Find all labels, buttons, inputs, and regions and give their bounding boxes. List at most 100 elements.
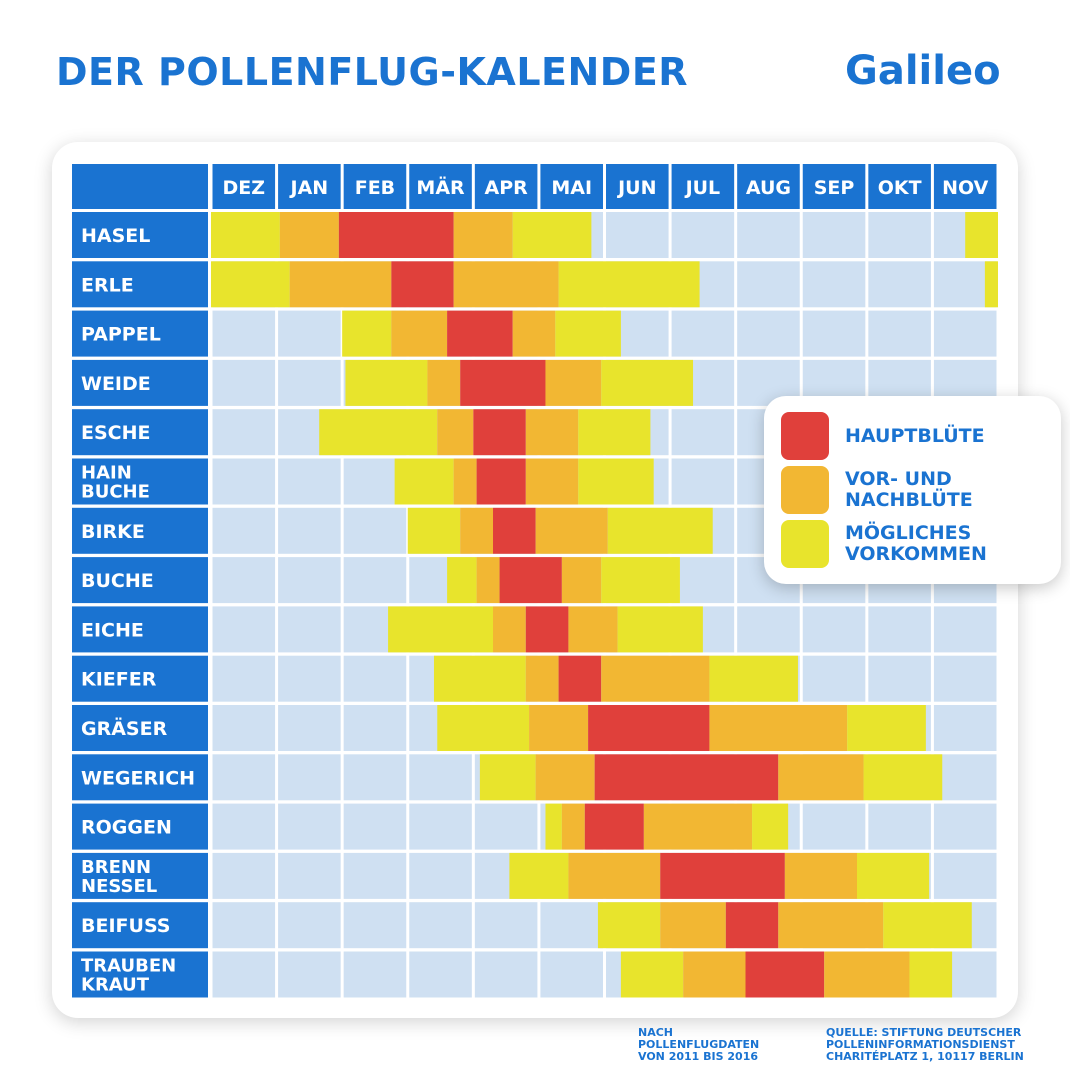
- bloom-segment-vor-nachbluete: [824, 951, 910, 998]
- bloom-segment-hauptbluete: [476, 458, 526, 505]
- bloom-segment-hauptbluete: [588, 705, 710, 751]
- grid-cell: [278, 705, 341, 751]
- month-label: APR: [484, 177, 528, 199]
- grid-cell: [868, 212, 931, 258]
- plant-label-cell: [72, 705, 208, 751]
- grid-cell: [343, 803, 407, 850]
- bloom-segment-vor-nachbluete: [784, 852, 857, 899]
- grid-cell: [409, 754, 472, 801]
- grid-cell: [868, 261, 931, 308]
- bloom-segment-moegliches-vorkommen: [407, 507, 461, 554]
- grid-cell: [737, 310, 800, 357]
- grid-cell: [409, 803, 472, 850]
- plant-label: BRENN: [81, 857, 151, 878]
- grid-cell: [933, 803, 997, 850]
- bloom-segment-vor-nachbluete: [453, 261, 559, 308]
- grid-cell: [212, 754, 276, 801]
- grid-cell: [343, 507, 407, 554]
- bloom-segment-moegliches-vorkommen: [211, 261, 290, 308]
- grid-cell: [474, 951, 538, 998]
- grid-cell: [343, 655, 407, 702]
- data-period-note: NACH POLLENFLUGDATEN VON 2011 BIS 2016: [638, 1026, 760, 1063]
- bloom-segment-moegliches-vorkommen: [558, 261, 700, 308]
- grid-cell: [933, 310, 997, 357]
- grid-cell: [671, 212, 735, 258]
- bloom-segment-moegliches-vorkommen: [597, 902, 661, 949]
- bloom-segment-moegliches-vorkommen: [447, 557, 477, 604]
- month-header-cell: [933, 164, 997, 209]
- bloom-segment-moegliches-vorkommen: [601, 359, 694, 406]
- month-label: MAI: [551, 177, 592, 199]
- bloom-segment-moegliches-vorkommen: [709, 655, 798, 702]
- bloom-segment-vor-nachbluete: [437, 409, 474, 456]
- bloom-segment-hauptbluete: [660, 852, 785, 899]
- galileo-logo: Galileo: [845, 48, 1001, 94]
- bloom-segment-hauptbluete: [473, 409, 526, 456]
- bloom-segment-vor-nachbluete: [683, 951, 746, 998]
- plant-label: HASEL: [81, 225, 150, 247]
- month-label: NOV: [942, 177, 989, 199]
- bloom-segment-moegliches-vorkommen: [620, 951, 684, 998]
- plant-label: BUCHE: [81, 482, 150, 503]
- bloom-segment-vor-nachbluete: [525, 655, 559, 702]
- grid-cell: [212, 655, 276, 702]
- grid-cell: [343, 902, 407, 949]
- plant-label: GRÄSER: [81, 716, 168, 740]
- grid-cell: [671, 557, 735, 604]
- month-header-cell: [474, 164, 538, 209]
- grid-cell: [802, 655, 866, 702]
- month-label: SEP: [814, 177, 855, 199]
- legend-label: VOR- UND NACHBLÜTE: [845, 468, 973, 511]
- plant-label-cell: [72, 507, 208, 554]
- bloom-segment-moegliches-vorkommen: [211, 212, 280, 258]
- bloom-segment-hauptbluete: [558, 655, 602, 702]
- bloom-segment-vor-nachbluete: [535, 754, 595, 801]
- bloom-segment-vor-nachbluete: [453, 212, 513, 258]
- bloom-segment-vor-nachbluete: [453, 458, 477, 505]
- bloom-segment-moegliches-vorkommen: [345, 359, 428, 406]
- bloom-segment-moegliches-vorkommen: [512, 212, 592, 258]
- grid-cell: [212, 705, 276, 751]
- bloom-segment-moegliches-vorkommen: [752, 803, 789, 850]
- bloom-segment-vor-nachbluete: [709, 705, 848, 751]
- plant-label-cell: [72, 212, 208, 258]
- bloom-segment-vor-nachbluete: [568, 852, 661, 899]
- grid-cell: [933, 852, 997, 899]
- bloom-segment-moegliches-vorkommen: [394, 458, 454, 505]
- grid-cell: [933, 705, 997, 751]
- month-header-cell: [409, 164, 472, 209]
- plant-label-cell: [72, 852, 208, 899]
- plant-label-cell: [72, 359, 208, 406]
- grid-cell: [606, 212, 669, 258]
- grid-cell: [802, 606, 866, 653]
- grid-cell: [212, 310, 276, 357]
- grid-cell: [343, 557, 407, 604]
- plant-label-cell: [72, 655, 208, 702]
- grid-cell: [671, 310, 735, 357]
- bloom-segment-vor-nachbluete: [778, 754, 864, 801]
- plant-label: EICHE: [81, 619, 144, 641]
- bloom-segment-vor-nachbluete: [525, 409, 579, 456]
- plant-label: TRAUBEN: [81, 956, 176, 977]
- month-label: JAN: [289, 177, 329, 199]
- bloom-segment-vor-nachbluete: [568, 606, 618, 653]
- plant-label-cell: [72, 951, 208, 998]
- grid-cell: [278, 557, 341, 604]
- month-label: JUN: [616, 177, 656, 199]
- bloom-segment-hauptbluete: [338, 212, 454, 258]
- legend: HAUPTBLÜTE VOR- UND NACHBLÜTE MÖGLICHES …: [764, 396, 1061, 584]
- legend-item-hauptbluete: HAUPTBLÜTE: [781, 412, 1051, 462]
- grid-cell: [802, 310, 866, 357]
- bloom-segment-moegliches-vorkommen: [847, 705, 926, 751]
- bloom-segment-vor-nachbluete: [643, 803, 753, 850]
- bloom-segment-moegliches-vorkommen: [437, 705, 530, 751]
- grid-cell: [212, 852, 276, 899]
- grid-cell: [868, 803, 931, 850]
- grid-cell: [737, 261, 800, 308]
- grid-cell: [802, 803, 866, 850]
- grid-cell: [737, 606, 800, 653]
- bloom-segment-vor-nachbluete: [289, 261, 392, 308]
- month-header-cell: [737, 164, 800, 209]
- bloom-segment-moegliches-vorkommen: [984, 261, 998, 308]
